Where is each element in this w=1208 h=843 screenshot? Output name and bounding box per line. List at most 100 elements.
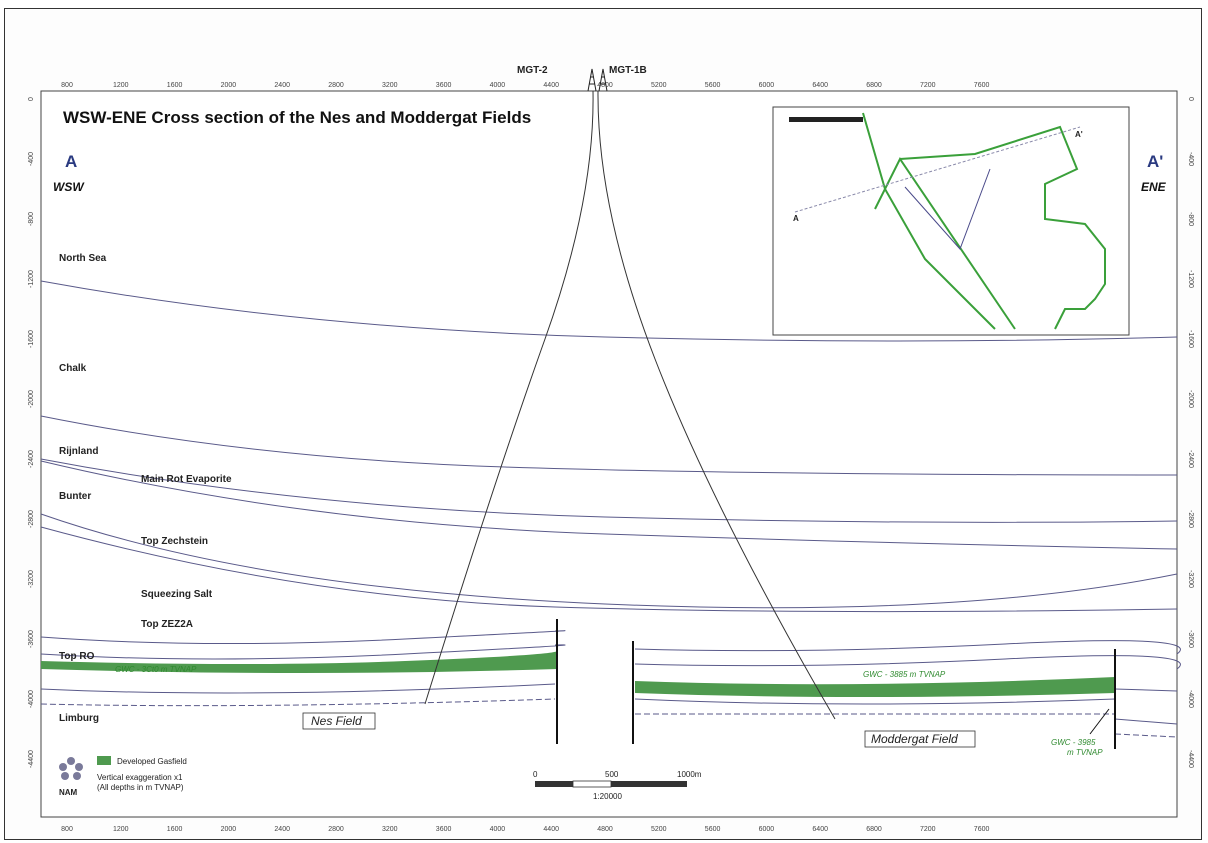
x-tick-top: 3200 bbox=[382, 82, 398, 89]
cross-section-frame: 800 1200 1600 2000 2400 2800 3200 3600 4000 4400 4… bbox=[4, 8, 1202, 840]
base-rijnland-horizon bbox=[40, 458, 1178, 523]
legend-depths-label: (All depths in m TVNAP) bbox=[97, 783, 184, 792]
y-tick-left: 0 bbox=[28, 97, 35, 101]
y-tick-right: -1200 bbox=[1187, 270, 1194, 288]
legend-exaggeration-label: Vertical exaggeration x1 bbox=[97, 773, 183, 782]
gas-zone-moddergat bbox=[635, 677, 1115, 697]
x-tick-bottom: 7600 bbox=[974, 826, 990, 833]
figure-title: WSW-ENE Cross section of the Nes and Mod… bbox=[63, 108, 531, 127]
y-tick-right: -2400 bbox=[1187, 450, 1194, 468]
x-tick-top: 1200 bbox=[113, 82, 129, 89]
moddergat-field-label: Moddergat Field bbox=[871, 732, 958, 746]
x-tick-bottom: 3600 bbox=[436, 826, 452, 833]
well-path-mgt-2 bbox=[424, 90, 594, 705]
right-block-horizon-3 bbox=[1114, 733, 1178, 738]
main-rot-horizon bbox=[40, 460, 1178, 550]
layer-label-rijnland: Rijnland bbox=[59, 446, 98, 457]
x-tick-top: 1600 bbox=[167, 82, 183, 89]
x-tick-top: 2800 bbox=[328, 82, 344, 89]
x-tick-bottom: 2400 bbox=[274, 826, 290, 833]
x-tick-bottom: 6000 bbox=[759, 826, 775, 833]
y-axis-right: 0 -400 -800 -1200 -1600 -2000 -2400 -2800 -3200 -… bbox=[1187, 97, 1194, 768]
x-tick-bottom: 2800 bbox=[328, 826, 344, 833]
x-tick-bottom: 7200 bbox=[920, 826, 936, 833]
moddergat-field-box bbox=[864, 730, 976, 748]
inset-well-paths bbox=[904, 168, 991, 250]
y-tick-right: -3600 bbox=[1187, 630, 1194, 648]
nes-field-box bbox=[302, 712, 376, 730]
inset-boundary-1 bbox=[862, 112, 996, 330]
scale-label-zero: 0 bbox=[533, 770, 538, 779]
x-tick-bottom: 4000 bbox=[490, 826, 506, 833]
layer-label-top-zechstein: Top Zechstein bbox=[141, 536, 208, 547]
x-tick-top: 6000 bbox=[759, 82, 775, 89]
y-tick-right: -2800 bbox=[1187, 510, 1194, 528]
inset-map: A A' bbox=[772, 106, 1130, 336]
nes-field-label: Nes Field bbox=[311, 714, 362, 728]
gwc-arrow bbox=[1089, 708, 1110, 735]
x-tick-top: 4000 bbox=[490, 82, 506, 89]
layer-label-bunter: Bunter bbox=[59, 491, 91, 502]
x-tick-top: 6400 bbox=[812, 82, 828, 89]
inset-boundary-3 bbox=[874, 157, 1016, 330]
x-tick-bottom: 1200 bbox=[113, 826, 129, 833]
x-tick-bottom: 1600 bbox=[167, 826, 183, 833]
x-axis-bottom: 800 1200 1600 2000 2400 2800 3200 3600 4000 4400 4… bbox=[61, 826, 989, 833]
well-label-mgt-1b: MGT-1B bbox=[609, 65, 647, 76]
y-tick-left: -3200 bbox=[28, 570, 35, 588]
gwc-label-east-line1: GWC - 3985 bbox=[1051, 738, 1096, 747]
x-axis-top: 800 1200 1600 2000 2400 2800 3200 3600 4000 4400 4… bbox=[61, 82, 989, 89]
endpoint-ene-label: ENE bbox=[1141, 180, 1167, 194]
gwc-label-nes: GWC - 3Ct0 m TVNAP bbox=[115, 665, 197, 674]
base-chalk-horizon bbox=[40, 415, 1178, 476]
y-tick-left: -2800 bbox=[28, 510, 35, 528]
x-tick-bottom: 6800 bbox=[866, 826, 882, 833]
layer-label-north-sea: North Sea bbox=[59, 253, 107, 264]
inset-map-scale-bar bbox=[789, 117, 863, 122]
inset-label-a: A bbox=[793, 214, 799, 223]
derrick-icon bbox=[587, 68, 608, 92]
company-label: NAM bbox=[59, 788, 78, 797]
y-tick-left: -3600 bbox=[28, 630, 35, 648]
layer-label-top-ro: Top RO bbox=[59, 651, 95, 662]
y-tick-left: -4400 bbox=[28, 750, 35, 768]
scale-bar: 0 500 1000m 1:20000 bbox=[533, 770, 702, 801]
cross-section-figure: 800 1200 1600 2000 2400 2800 3200 3600 4000 4400 4… bbox=[28, 65, 1194, 833]
legend: NAM Developed Gasfield Vertical exaggera… bbox=[59, 756, 187, 797]
y-tick-right: 0 bbox=[1187, 97, 1194, 101]
nam-logo-icon bbox=[59, 757, 83, 780]
scale-label-mid: 500 bbox=[605, 770, 619, 779]
deep-horizon-left bbox=[40, 698, 556, 707]
x-tick-top: 4800 bbox=[597, 82, 613, 89]
x-tick-bottom: 800 bbox=[61, 826, 73, 833]
x-tick-bottom: 4400 bbox=[543, 826, 559, 833]
x-tick-top: 2400 bbox=[274, 82, 290, 89]
limburg-horizon-left bbox=[40, 683, 556, 694]
x-tick-top: 7600 bbox=[974, 82, 990, 89]
y-tick-right: -800 bbox=[1187, 212, 1194, 226]
x-tick-bottom: 6400 bbox=[812, 826, 828, 833]
inset-map-frame bbox=[772, 106, 1130, 336]
y-tick-right: -2000 bbox=[1187, 390, 1194, 408]
y-tick-left: -2000 bbox=[28, 390, 35, 408]
x-tick-bottom: 3200 bbox=[382, 826, 398, 833]
inset-boundary-2 bbox=[899, 125, 1106, 330]
endpoint-a-label: A bbox=[65, 152, 77, 171]
layer-label-chalk: Chalk bbox=[59, 363, 87, 374]
x-tick-bottom: 5200 bbox=[651, 826, 667, 833]
top-zechstein-horizon bbox=[40, 513, 1178, 609]
y-tick-left: -1600 bbox=[28, 330, 35, 348]
layer-label-limburg: Limburg bbox=[59, 713, 99, 724]
x-tick-top: 3600 bbox=[436, 82, 452, 89]
y-tick-right: -4000 bbox=[1187, 690, 1194, 708]
y-tick-left: -1200 bbox=[28, 270, 35, 288]
y-tick-left: -4000 bbox=[28, 690, 35, 708]
x-tick-bottom: 4800 bbox=[597, 826, 613, 833]
gwc-label-east-line2: m TVNAP bbox=[1067, 748, 1103, 757]
x-tick-top: 5200 bbox=[651, 82, 667, 89]
faults bbox=[556, 619, 1116, 749]
inset-section-line bbox=[794, 126, 1081, 213]
scale-bar-segment-3 bbox=[611, 781, 687, 787]
squeezing-salt-horizon bbox=[40, 526, 1178, 613]
scale-bar-segment-2 bbox=[572, 780, 612, 788]
